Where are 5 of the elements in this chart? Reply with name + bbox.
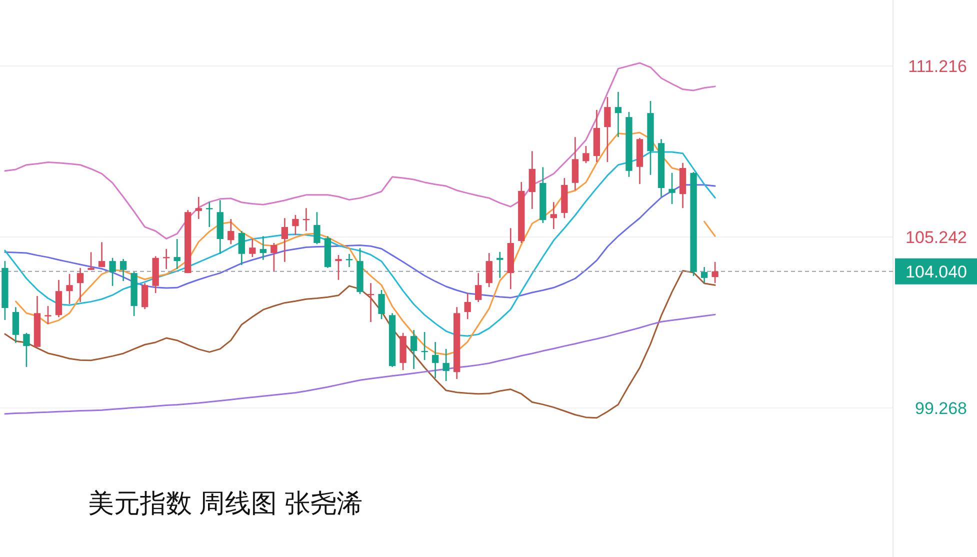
ref-line-label: 104.040 <box>906 262 967 282</box>
text: 美元指数 周线图 张尧浠 <box>88 488 362 518</box>
y-tick-label: 111.216 <box>908 56 967 76</box>
y-tick-label: 99.268 <box>915 398 967 418</box>
y-tick-label: 105.242 <box>906 228 967 247</box>
